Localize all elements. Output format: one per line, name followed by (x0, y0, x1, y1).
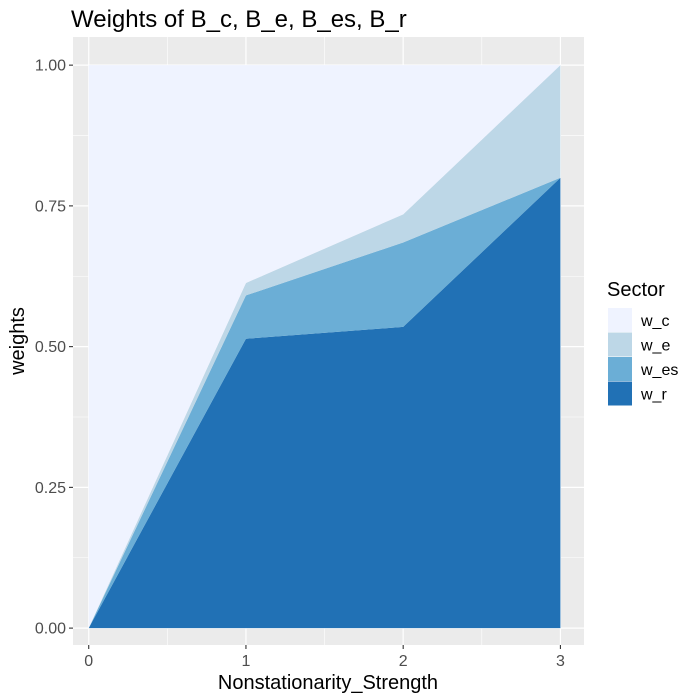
x-tick-label: 0 (84, 653, 93, 670)
legend-label: w_r (640, 387, 667, 404)
x-tick-label: 3 (556, 653, 565, 670)
area-w-e (88, 65, 561, 629)
x-axis: 0 1 2 3 (84, 645, 565, 670)
y-tick-label: 0.25 (35, 480, 66, 497)
legend-label: w_e (640, 338, 670, 355)
y-tick-label: 0.00 (35, 621, 66, 638)
legend-key-w-es (608, 357, 632, 381)
chart-title: Weights of B_c, B_e, B_es, B_r (71, 6, 407, 33)
legend-key-w-c (608, 308, 632, 332)
legend: Sector w_c w_e w_es w_r (607, 279, 678, 406)
area-w-c (88, 65, 561, 629)
y-tick-label: 1.00 (35, 58, 66, 75)
y-tick-label: 0.50 (35, 339, 66, 356)
stacked-areas (88, 65, 561, 629)
x-tick-label: 1 (242, 653, 251, 670)
legend-key-w-e (608, 332, 632, 357)
legend-key-w-r (608, 381, 632, 406)
y-tick-label: 0.75 (35, 198, 66, 215)
legend-title: Sector (607, 279, 665, 301)
area-w-r (88, 177, 561, 629)
y-axis: 0.00 0.25 0.50 0.75 1.00 (35, 58, 73, 638)
legend-label: w_c (640, 313, 669, 330)
y-axis-title: weights (7, 307, 29, 376)
x-tick-label: 2 (399, 653, 408, 670)
legend-label: w_es (640, 362, 678, 379)
x-axis-title: Nonstationarity_Strength (218, 672, 438, 694)
